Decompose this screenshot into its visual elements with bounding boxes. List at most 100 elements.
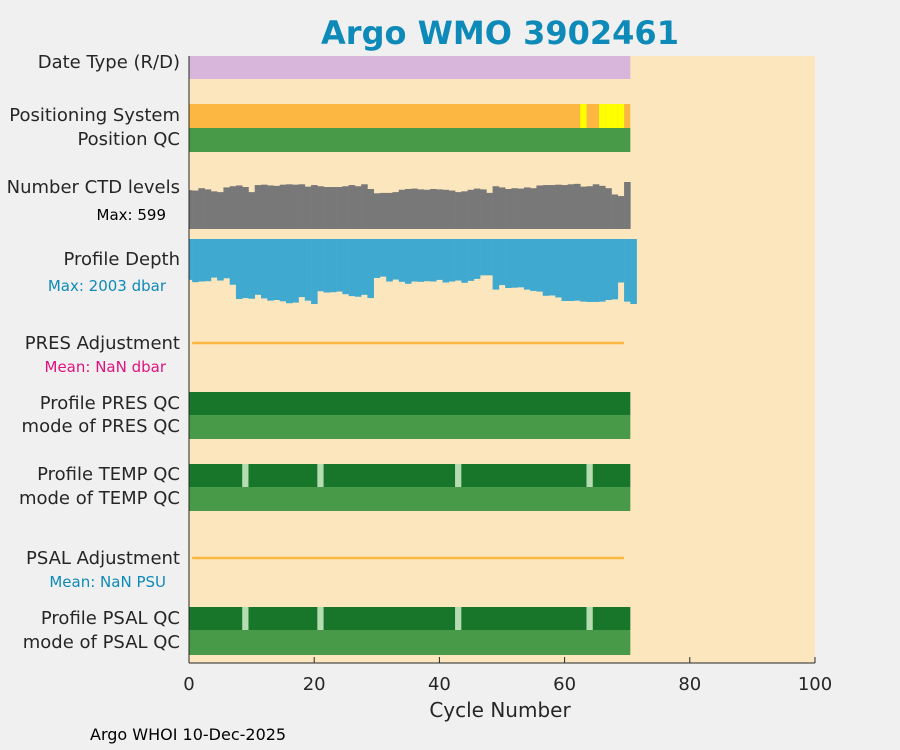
ctd-level-bar xyxy=(348,185,356,229)
ctd-level-bar xyxy=(430,188,437,229)
profile-depth-bar xyxy=(523,239,531,290)
profile-depth-bar xyxy=(379,239,387,277)
ctd-level-bar xyxy=(398,189,406,229)
temp-qc-strip-gap xyxy=(455,464,462,487)
label-position-qc: Position QC xyxy=(77,129,180,150)
profile-depth-bar xyxy=(311,239,318,304)
psal-qc-strip-gap xyxy=(242,607,249,630)
profile-depth-bar xyxy=(586,239,594,302)
ctd-level-bar xyxy=(204,189,212,229)
ctd-level-bar xyxy=(536,185,543,229)
x-tick-label: 80 xyxy=(678,674,702,695)
profile-depth-bar xyxy=(404,239,412,284)
ctd-level-bar xyxy=(317,186,324,229)
psal-qc-strip-gap xyxy=(317,607,324,630)
profile-depth-bar xyxy=(430,239,437,282)
profile-depth-bar xyxy=(367,239,374,299)
profile-depth-bar xyxy=(292,239,299,303)
ctd-level-bar xyxy=(523,187,531,229)
ctd-level-bar xyxy=(198,188,205,229)
temp-qc-strip xyxy=(189,464,631,487)
profile-depth-bar xyxy=(536,239,543,292)
profile-depth-bar xyxy=(611,239,619,300)
ctd-level-bar xyxy=(592,184,600,229)
ctd-level-bar xyxy=(217,192,224,229)
profile-depth-bar xyxy=(361,239,368,295)
profile-depth-bar xyxy=(210,239,218,278)
profile-depth-bar xyxy=(223,239,230,279)
ctd-level-bar xyxy=(480,189,487,229)
positioning-alt-cycle xyxy=(611,104,618,128)
ctd-level-bar xyxy=(373,193,381,229)
ctd-level-bar xyxy=(304,186,312,229)
ctd-level-bar xyxy=(411,188,418,229)
ctd-level-bar xyxy=(423,189,431,229)
profile-depth-bar xyxy=(373,239,381,278)
profile-depth-bar xyxy=(260,239,268,299)
x-tick-label: 60 xyxy=(553,674,577,695)
profile-depth-bar xyxy=(617,239,625,283)
temp-qc-strip-gap xyxy=(317,464,324,487)
ctd-level-bar xyxy=(505,188,512,229)
temp-qc-strip-gap xyxy=(586,464,593,487)
ctd-level-bar xyxy=(498,187,506,229)
profile-pres-qc-row xyxy=(189,392,631,415)
ctd-level-bar xyxy=(561,185,569,229)
profile-depth-bar xyxy=(561,239,569,301)
ctd-level-bar xyxy=(417,189,425,229)
profile-psal-qc-row xyxy=(189,607,631,630)
position-qc-strip xyxy=(189,128,631,152)
ctd-level-bar xyxy=(329,187,337,229)
footer-credit: Argo WHOI 10-Dec-2025 xyxy=(90,725,287,744)
pres-mode-strip xyxy=(189,415,631,439)
ctd-level-bar xyxy=(210,191,218,229)
label-profile-temp-qc: Profile TEMP QC xyxy=(37,464,180,485)
ctd-level-bar xyxy=(298,184,306,229)
psal-qc-strip-gap xyxy=(455,607,462,630)
positioning-alt-cycle xyxy=(605,104,612,128)
profile-depth-bar xyxy=(573,239,581,301)
x-axis-label: Cycle Number xyxy=(429,698,571,722)
profile-depth-bar xyxy=(505,239,512,289)
ctd-level-bar xyxy=(361,184,368,229)
ctd-level-bar xyxy=(323,187,331,229)
profile-depth-bar xyxy=(480,239,487,276)
profile-depth-bar xyxy=(630,239,637,304)
psal-qc-strip xyxy=(189,607,631,630)
ctd-level-bar xyxy=(260,184,268,229)
ctd-level-bar xyxy=(486,192,493,229)
profile-depth-bar xyxy=(254,239,262,295)
profile-depth-bar xyxy=(555,239,562,298)
ctd-level-bar xyxy=(617,196,625,229)
x-axis xyxy=(188,56,816,664)
profile-depth-bar xyxy=(386,239,393,282)
ctd-level-bar xyxy=(342,186,349,229)
ctd-level-bar xyxy=(235,185,243,229)
ctd-level-bar xyxy=(336,187,343,229)
label-depth-max: Max: 2003 dbar xyxy=(47,277,166,295)
profile-depth-bar xyxy=(448,239,456,282)
mode-pres-qc-row xyxy=(189,415,631,439)
profile-temp-qc-row xyxy=(189,464,631,487)
ctd-level-bar xyxy=(567,184,575,229)
profile-depth-bar xyxy=(392,239,400,280)
ctd-level-bar xyxy=(511,188,518,229)
label-ctd-max: Max: 599 xyxy=(96,206,166,224)
label-positioning-system: Positioning System xyxy=(9,105,180,126)
profile-depth-bar xyxy=(461,239,468,283)
profile-depth-bar xyxy=(467,239,475,281)
x-tick-label: 100 xyxy=(797,674,833,695)
ctd-level-bar xyxy=(404,188,412,229)
profile-depth-bar xyxy=(442,239,450,283)
chart-title: Argo WMO 3902461 xyxy=(321,14,679,52)
positioning-alt-cycle xyxy=(580,104,587,128)
profile-depth-bar xyxy=(204,239,212,282)
profile-depth-bar xyxy=(192,239,199,283)
temp-qc-strip-gap xyxy=(242,464,249,487)
ctd-level-bar xyxy=(448,190,456,229)
positioning-alt-cycle xyxy=(599,104,606,128)
profile-depth-bar xyxy=(498,239,506,286)
ctd-level-bar xyxy=(392,192,400,229)
label-date-type: Date Type (R/D) xyxy=(37,52,180,73)
